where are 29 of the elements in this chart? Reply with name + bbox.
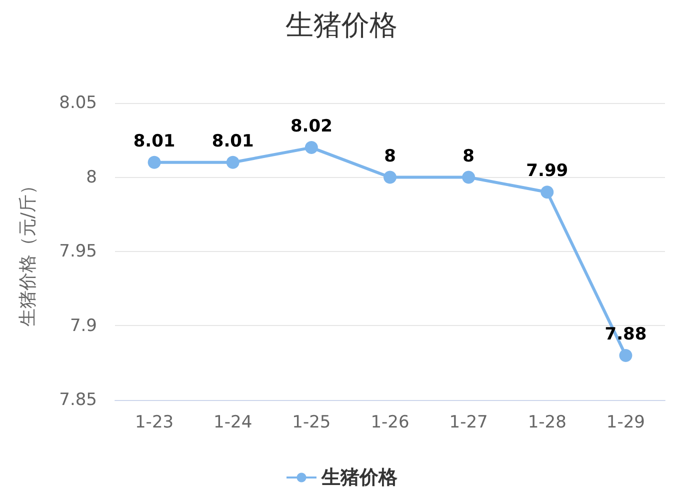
data-label: 8.01: [212, 131, 254, 152]
point: [462, 170, 476, 184]
x-tick-label: 1-26: [370, 412, 410, 432]
x-tick-label: 1-28: [528, 412, 566, 432]
point: [304, 141, 318, 154]
x-tick-label: 1-24: [214, 412, 252, 432]
x-tick-label: 1-29: [606, 412, 646, 432]
y-tick-label: 7.95: [59, 242, 97, 262]
point: [619, 348, 632, 362]
data-label: 8.02: [290, 116, 332, 137]
x-tick-label: 1-27: [449, 412, 488, 432]
data-label: 7.99: [526, 161, 568, 182]
chart-title: 生猪价格: [286, 8, 398, 42]
x-tick-label: 1-23: [134, 412, 174, 432]
point: [384, 170, 396, 184]
point: [148, 156, 161, 169]
point: [226, 156, 240, 169]
y-tick-label: 8: [86, 167, 97, 188]
legend-label: 生猪价格: [320, 466, 398, 488]
data-label: 8.01: [133, 131, 176, 152]
y-tick-label: 7.85: [59, 390, 97, 410]
point: [540, 186, 554, 199]
data-label: 8: [384, 146, 396, 166]
y-axis-title: 生猪价格（元/斤）: [18, 176, 38, 327]
data-label: 7.88: [604, 324, 647, 344]
y-tick-label: 8.05: [59, 93, 97, 113]
y-tick-label: 7.9: [70, 316, 97, 336]
data-label: 8: [462, 146, 474, 166]
x-tick-label: 1-25: [292, 412, 331, 432]
